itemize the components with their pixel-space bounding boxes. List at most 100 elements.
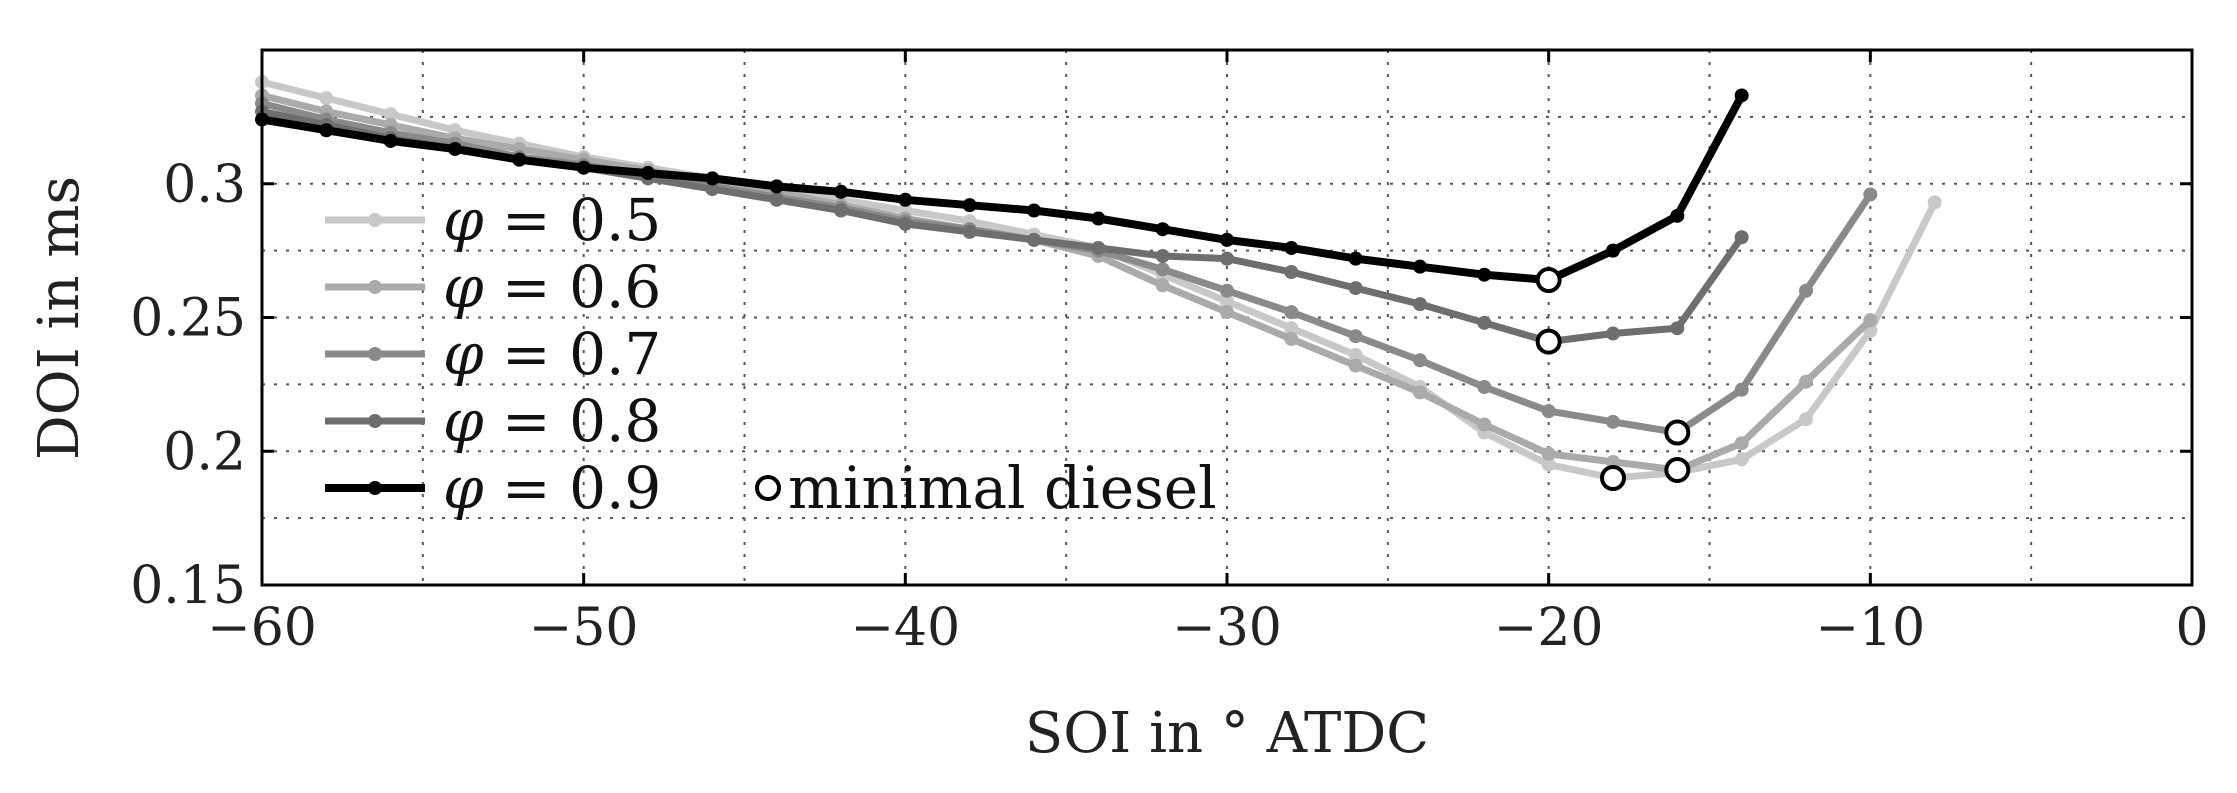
data-point — [1863, 187, 1878, 202]
data-point — [1606, 414, 1620, 429]
data-point — [834, 184, 848, 199]
data-point — [1155, 278, 1170, 293]
data-point — [1348, 347, 1363, 362]
legend-label: φ = 0.8 — [443, 387, 661, 455]
legend-swatch-point — [368, 280, 382, 294]
legend-label-minimal-diesel: minimal diesel — [788, 454, 1217, 522]
data-point — [1541, 404, 1556, 419]
data-point — [1348, 329, 1363, 344]
data-point — [1220, 283, 1234, 298]
data-point — [319, 91, 334, 106]
y-axis-title: DOI in ms — [27, 176, 92, 460]
series-layer — [255, 75, 1942, 485]
legend-swatch-point — [368, 414, 382, 428]
data-point — [383, 133, 398, 148]
data-point — [1606, 454, 1620, 469]
data-point — [1155, 222, 1170, 237]
data-point — [1413, 297, 1427, 312]
minimal-diesel-marker — [1664, 456, 1691, 483]
data-point — [1477, 380, 1492, 395]
data-point — [1606, 326, 1620, 341]
data-point — [1091, 240, 1106, 255]
data-point — [1734, 88, 1749, 103]
data-point — [1799, 374, 1813, 389]
data-point — [383, 107, 398, 122]
data-point — [1863, 313, 1878, 328]
data-point — [1284, 305, 1299, 320]
data-point — [898, 216, 913, 231]
x-tick-label: −20 — [1494, 598, 1604, 658]
data-point — [1155, 262, 1170, 277]
data-point — [1927, 195, 1942, 210]
minimal-diesel-markers — [1535, 267, 1691, 491]
data-point — [576, 160, 591, 175]
data-point — [1091, 211, 1106, 226]
data-point — [1477, 267, 1492, 282]
data-point — [1413, 259, 1427, 274]
series-line — [258, 91, 1746, 284]
data-point — [769, 179, 784, 194]
legend-marker-open-circle — [755, 475, 781, 501]
minimal-diesel-marker — [1535, 328, 1562, 355]
legend-entry-2: φ = 0.6 — [325, 253, 661, 321]
data-point — [1670, 208, 1685, 223]
data-point — [448, 141, 462, 156]
data-point — [1606, 243, 1620, 258]
legend-entry-minimal-diesel: minimal diesel — [755, 454, 1217, 522]
legend-swatch-point — [368, 481, 382, 495]
data-point — [705, 182, 720, 197]
y-tick-label: 0.15 — [130, 556, 246, 616]
legend-label: φ = 0.5 — [443, 186, 661, 254]
data-point — [1734, 382, 1749, 397]
y-tick-label: 0.3 — [163, 155, 246, 215]
data-point — [1734, 452, 1749, 467]
x-tick-label: −60 — [207, 598, 317, 658]
data-point — [1413, 353, 1427, 368]
data-point — [641, 166, 655, 181]
data-point — [1220, 251, 1234, 266]
x-axis-title: SOI in ° ATDC — [1025, 701, 1429, 766]
x-tick-label: −30 — [1172, 598, 1282, 658]
data-point — [1670, 321, 1685, 336]
legend: φ = 0.5φ = 0.6φ = 0.7φ = 0.8φ = 0.9 minim… — [325, 186, 1217, 522]
data-point — [1799, 283, 1813, 298]
x-tick-label: −50 — [529, 598, 639, 658]
data-point — [834, 203, 848, 218]
data-point — [1155, 248, 1170, 263]
legend-label: φ = 0.6 — [443, 253, 661, 321]
data-point — [962, 224, 977, 239]
x-tick-label: 0 — [2175, 598, 2208, 658]
data-point — [319, 123, 334, 138]
data-point — [705, 171, 720, 186]
data-point — [898, 192, 913, 207]
data-point — [1734, 230, 1749, 245]
data-point — [1284, 265, 1299, 280]
data-point — [1027, 203, 1041, 218]
data-point — [1799, 412, 1813, 427]
data-point — [1220, 305, 1234, 320]
x-tick-label: −10 — [1815, 598, 1925, 658]
legend-entry-3: φ = 0.7 — [325, 320, 661, 388]
data-point — [1541, 446, 1556, 461]
legend-swatch-point — [368, 347, 382, 361]
minimal-diesel-marker — [1664, 419, 1691, 446]
data-point — [1541, 457, 1556, 472]
minimal-diesel-marker — [1600, 465, 1626, 491]
data-point — [1477, 315, 1492, 330]
y-tick-label: 0.25 — [130, 289, 246, 349]
series-5 — [255, 88, 1749, 288]
legend-label: φ = 0.9 — [443, 454, 661, 522]
x-tick-label: −40 — [850, 598, 960, 658]
y-tick-label: 0.2 — [163, 422, 246, 482]
data-point — [1734, 436, 1749, 451]
data-point — [1220, 294, 1234, 309]
data-point — [1348, 251, 1363, 266]
minimal-diesel-marker — [1535, 267, 1562, 294]
data-point — [769, 192, 784, 207]
data-point — [1284, 240, 1299, 255]
x-axis-ticks: −60 −50 −40 −30 −20 −10 0 — [207, 50, 2209, 658]
data-point — [1284, 331, 1299, 346]
data-point — [1413, 385, 1427, 400]
legend-entry-4: φ = 0.8 — [325, 387, 661, 455]
